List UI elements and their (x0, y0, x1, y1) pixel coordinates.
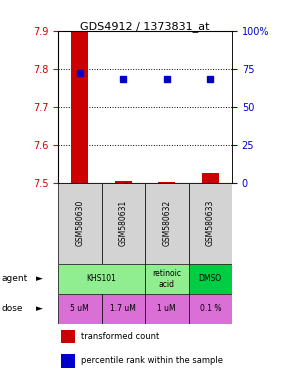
Bar (61, 329, 75, 343)
Text: percentile rank within the sample: percentile rank within the sample (81, 356, 223, 365)
FancyBboxPatch shape (58, 183, 102, 264)
FancyBboxPatch shape (188, 294, 232, 324)
Bar (115, 181, 132, 183)
Text: DMSO: DMSO (199, 275, 222, 283)
Bar (71, 31, 88, 183)
Text: ►: ► (36, 275, 43, 283)
Text: transformed count: transformed count (81, 332, 159, 341)
FancyBboxPatch shape (188, 264, 232, 294)
Text: dose: dose (1, 304, 23, 313)
FancyBboxPatch shape (58, 294, 102, 324)
Bar (158, 182, 175, 183)
Bar (202, 173, 219, 183)
Text: GDS4912 / 1373831_at: GDS4912 / 1373831_at (80, 21, 210, 32)
Text: KHS101: KHS101 (86, 275, 117, 283)
FancyBboxPatch shape (145, 183, 188, 264)
Text: GSM580632: GSM580632 (162, 200, 171, 247)
FancyBboxPatch shape (58, 264, 145, 294)
Text: 1.7 uM: 1.7 uM (110, 304, 136, 313)
Bar (61, 354, 75, 367)
Text: 5 uM: 5 uM (70, 304, 89, 313)
FancyBboxPatch shape (145, 264, 188, 294)
Text: 1 uM: 1 uM (157, 304, 176, 313)
Text: ►: ► (36, 304, 43, 313)
FancyBboxPatch shape (102, 294, 145, 324)
FancyBboxPatch shape (145, 294, 188, 324)
Text: 0.1 %: 0.1 % (200, 304, 221, 313)
FancyBboxPatch shape (102, 183, 145, 264)
Text: GSM580630: GSM580630 (75, 200, 84, 247)
FancyBboxPatch shape (188, 183, 232, 264)
Text: GSM580633: GSM580633 (206, 200, 215, 247)
Text: retinoic
acid: retinoic acid (152, 269, 181, 289)
Text: GSM580631: GSM580631 (119, 200, 128, 247)
Text: agent: agent (1, 275, 28, 283)
